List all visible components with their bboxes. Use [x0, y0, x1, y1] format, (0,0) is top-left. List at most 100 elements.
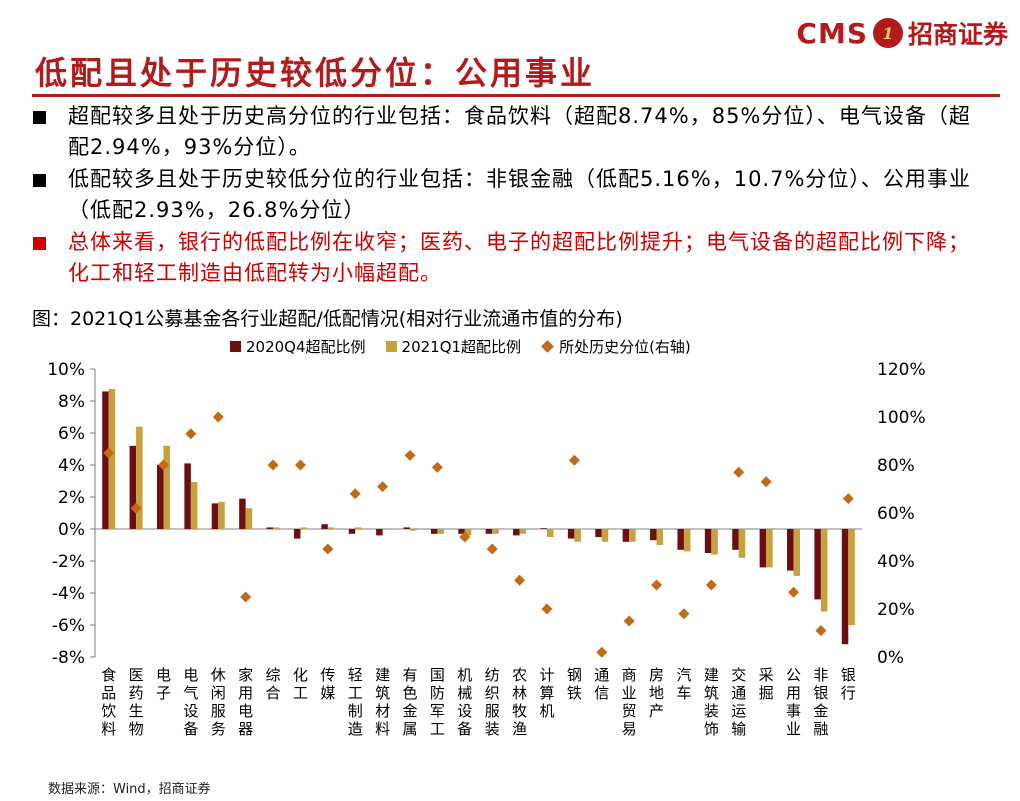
chart-legend: 2020Q4超配比例 2021Q1超配比例 所处历史分位(右轴) — [230, 336, 711, 357]
bar-2020q4 — [376, 529, 383, 536]
left-axis-tick-label: 6% — [58, 424, 85, 444]
bar-2020q4 — [211, 503, 219, 529]
bullet-item-1: 超配较多且处于历史高分位的行业包括：食品饮料（超配8.74%，85%分位）、电气… — [30, 101, 990, 163]
bar-2021q1 — [163, 445, 170, 529]
legend-swatch-series2 — [385, 341, 397, 352]
bar-2021q1 — [574, 529, 581, 542]
left-axis-tick-label: -4% — [52, 584, 85, 604]
x-axis-category-label: 非银金融 — [813, 666, 828, 738]
right-axis-tick-label: 100% — [877, 408, 926, 428]
bar-2020q4 — [567, 529, 575, 539]
x-axis-category-label: 机械设备 — [457, 666, 472, 738]
percentile-marker — [240, 591, 252, 603]
percentile-marker — [185, 428, 197, 440]
x-axis-category-label: 传媒 — [320, 666, 335, 702]
legend-item-series1: 2020Q4超配比例 — [230, 336, 366, 357]
bullet-square-icon — [33, 237, 46, 250]
bar-2020q4 — [622, 529, 630, 542]
bullet-text-3: 总体来看，银行的低配比例在收窄；医药、电子的超配比例提升；电气设备的超配比例下降… — [68, 230, 970, 285]
x-axis-category-label: 汽车 — [676, 666, 691, 702]
bar-2021q1 — [848, 529, 855, 625]
bar-2021q1 — [711, 529, 718, 555]
bar-2020q4 — [595, 529, 602, 537]
bar-2021q1 — [492, 529, 499, 534]
left-axis-tick-label: 0% — [58, 520, 85, 540]
percentile-marker — [404, 449, 416, 461]
x-axis-category-label: 纺织服装 — [485, 666, 500, 738]
bar-2020q4 — [458, 529, 465, 534]
percentile-marker — [651, 579, 663, 591]
left-axis-tick-label: 4% — [58, 456, 85, 476]
percentile-marker — [157, 459, 169, 471]
bar-2021q1 — [793, 529, 801, 576]
bar-2021q1 — [410, 529, 417, 531]
bar-2021q1 — [300, 527, 307, 529]
bar-2021q1 — [108, 389, 116, 529]
x-axis-category-label: 电气设备 — [183, 666, 198, 738]
page-title: 低配且处于历史较低分位：公用事业 — [35, 54, 596, 92]
right-axis-tick-label: 60% — [877, 504, 915, 524]
legend-label-series1: 2020Q4超配比例 — [246, 338, 366, 356]
bar-2020q4 — [759, 529, 767, 568]
percentile-marker — [760, 476, 772, 488]
percentile-marker — [623, 615, 635, 627]
bar-2020q4 — [184, 463, 191, 529]
bar-2021q1 — [519, 529, 527, 534]
bar-2021q1 — [437, 529, 444, 534]
legend-item-series3: 所处历史分位(右轴) — [541, 336, 691, 357]
bar-2020q4 — [732, 529, 739, 550]
bar-2020q4 — [129, 445, 137, 529]
percentile-marker — [596, 646, 608, 658]
x-axis-category-label: 通信 — [594, 666, 609, 702]
logo-badge-icon: 1 — [872, 18, 903, 48]
bar-2020q4 — [814, 529, 821, 600]
legend-item-series2: 2021Q1超配比例 — [385, 336, 521, 357]
logo-company-name: 招商证券 — [907, 20, 1008, 49]
bar-2020q4 — [650, 529, 657, 541]
x-axis-category-label: 化工 — [293, 666, 308, 702]
bar-2020q4 — [293, 529, 301, 539]
x-axis-category-label: 电子 — [156, 666, 171, 702]
bar-2020q4 — [787, 529, 794, 571]
bullet-item-3: 总体来看，银行的低配比例在收窄；医药、电子的超配比例提升；电气设备的超配比例下降… — [30, 227, 990, 289]
bar-2020q4 — [485, 529, 493, 534]
bar-2021q1 — [601, 529, 609, 542]
x-axis-category-label: 家用电器 — [238, 666, 253, 738]
left-axis-tick-label: -8% — [52, 648, 85, 668]
percentile-marker — [212, 411, 224, 423]
x-axis-category-label: 建筑材料 — [375, 666, 390, 738]
x-axis-category-label: 钢铁 — [567, 666, 582, 702]
left-axis-tick-label: -6% — [52, 616, 85, 636]
percentile-marker — [733, 466, 745, 478]
chart-title: 图：2021Q1公募基金各行业超配/低配情况(相对行业流通市值的分布) — [32, 308, 623, 330]
bar-2020q4 — [102, 391, 109, 529]
bar-2020q4 — [239, 498, 246, 529]
percentile-marker — [541, 603, 553, 615]
x-axis-category-label: 国防军工 — [430, 666, 445, 738]
x-axis-category-label: 综合 — [266, 666, 281, 702]
x-axis-category-label: 房地产 — [649, 666, 664, 720]
percentile-marker — [486, 543, 498, 555]
bullet-text-2: 低配较多且处于历史较低分位的行业包括：非银金融（低配5.16%，10.7%分位）… — [68, 167, 971, 222]
percentile-marker — [267, 459, 279, 471]
percentile-marker — [130, 502, 142, 514]
left-axis-tick-label: -2% — [52, 552, 85, 572]
right-axis-tick-label: 120% — [877, 360, 926, 380]
left-axis-tick-label: 8% — [58, 392, 85, 412]
legend-label-series3: 所处历史分位(右轴) — [559, 338, 691, 356]
bar-2021q1 — [190, 481, 198, 529]
bar-2020q4 — [540, 528, 547, 529]
bar-2021q1 — [245, 508, 253, 529]
bullet-square-icon — [33, 111, 46, 124]
logo-brand-text: CMS — [796, 16, 868, 50]
x-axis-category-label: 采掘 — [759, 666, 774, 702]
bar-2021q1 — [820, 529, 828, 612]
bar-2021q1 — [546, 529, 554, 537]
percentile-marker — [459, 531, 471, 543]
bar-2020q4 — [841, 529, 849, 645]
x-axis-category-label: 建筑装饰 — [704, 666, 719, 738]
bar-2021q1 — [382, 529, 390, 530]
percentile-marker — [514, 574, 526, 586]
bar-2020q4 — [348, 529, 356, 534]
x-axis-category-label: 农林牧渔 — [512, 666, 527, 738]
